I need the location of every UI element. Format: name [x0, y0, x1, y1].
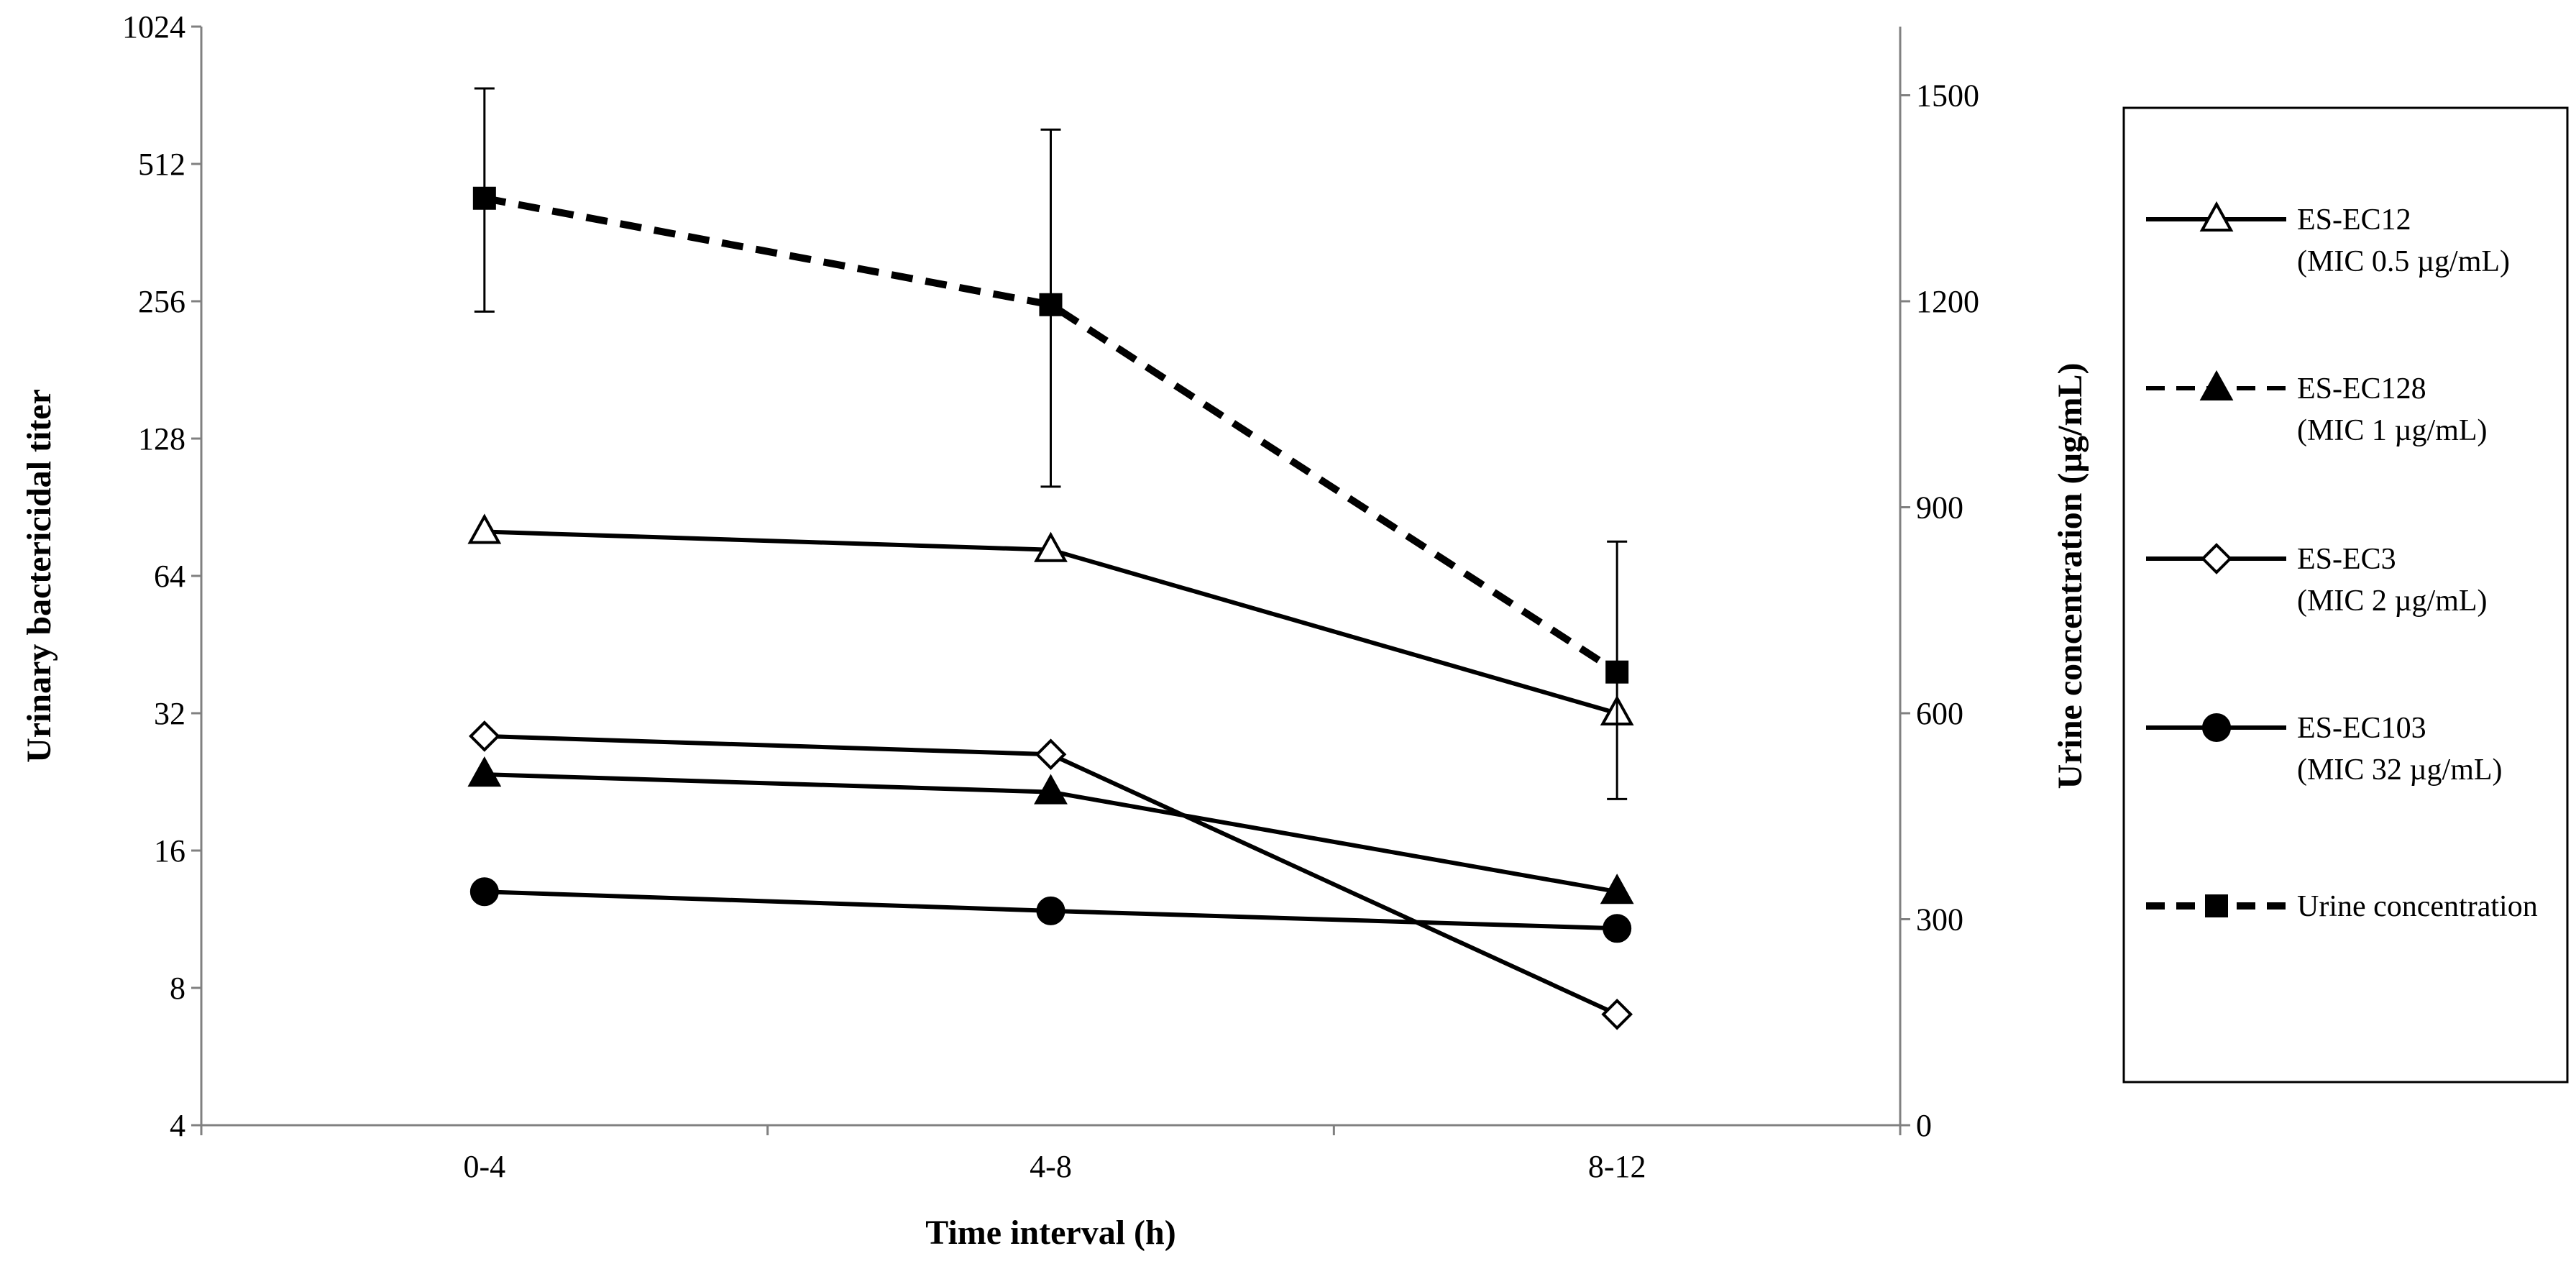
legend-label: ES-EC128	[2297, 372, 2426, 406]
data-point	[469, 877, 499, 907]
legend-label: ES-EC3	[2297, 543, 2396, 576]
series-urine-concentration	[472, 87, 1629, 800]
legend-label: Urine concentration	[2297, 890, 2538, 923]
y-left-tick-label: 16	[154, 833, 185, 869]
y-left-tick-label: 8	[170, 971, 185, 1006]
y-left-tick-label: 512	[138, 147, 185, 182]
x-tick-label: 8-12	[1588, 1149, 1646, 1184]
legend-entry-es-ec12: ES-EC12 (MIC 0.5 µg/mL)	[2146, 201, 2510, 278]
legend-marker	[2205, 894, 2228, 917]
y-right-tick-label: 1500	[1916, 78, 1979, 114]
legend-label: ES-EC12	[2297, 203, 2411, 237]
legend-entry-es-ec128: ES-EC128 (MIC 1 µg/mL)	[2146, 370, 2488, 447]
y-left-tick-label: 4	[170, 1108, 185, 1143]
legend: ES-EC12 (MIC 0.5 µg/mL) ES-EC128 (MIC 1 µg/…	[2122, 106, 2569, 1084]
data-point	[469, 720, 500, 752]
data-point	[1603, 914, 1632, 943]
data-point	[472, 186, 496, 210]
legend-marker	[2202, 713, 2231, 742]
y-right-tick-label: 1200	[1916, 284, 1979, 319]
series-line	[483, 194, 1619, 675]
series-es-ec128	[467, 756, 1634, 904]
y-axis-right-title: Urine concentration (µg/mL)	[2051, 363, 2089, 789]
y-left-tick-label: 128	[138, 421, 185, 457]
series-layer	[467, 87, 1634, 1030]
data-point	[1601, 998, 1633, 1030]
legend-marker	[2199, 201, 2234, 232]
legend-sublabel: (MIC 0.5 µg/mL)	[2297, 245, 2510, 278]
data-point	[467, 513, 502, 544]
y-left-tick-label: 32	[154, 696, 185, 731]
y-right-tick-label: 600	[1916, 696, 1963, 731]
y-left-tick-label: 64	[154, 559, 185, 594]
legend-label: ES-EC103	[2297, 712, 2426, 745]
data-point	[1035, 738, 1067, 771]
y-axis-left-title: Urinary bactericidal titer	[20, 389, 58, 763]
legend-sublabel: (MIC 2 µg/mL)	[2297, 585, 2488, 618]
series-es-ec103	[469, 877, 1632, 943]
axes-layer: 4 8 16 32 64 128 256 512 1024 0 300 600 900 1200 1500 0…	[20, 9, 2089, 1252]
legend-box	[2122, 106, 2569, 1084]
data-point	[1600, 874, 1634, 904]
y-right-tick-label: 300	[1916, 902, 1963, 938]
data-point	[1034, 531, 1068, 562]
data-point	[467, 756, 502, 787]
series-es-ec3	[469, 720, 1633, 1030]
series-es-ec12	[467, 513, 1634, 725]
data-point	[1036, 896, 1065, 925]
y-right-tick-label: 0	[1916, 1108, 1932, 1143]
legend-entry-urine-concentration: Urine concentration	[2146, 890, 2538, 923]
data-point	[1034, 774, 1068, 805]
y-left-tick-label: 1024	[122, 9, 185, 45]
x-axis-title: Time interval (h)	[925, 1214, 1175, 1252]
x-tick-label: 0-4	[464, 1149, 506, 1184]
legend-marker	[2201, 543, 2232, 574]
legend-sublabel: (MIC 32 µg/mL)	[2297, 753, 2503, 787]
y-right-tick-label: 900	[1916, 490, 1963, 526]
data-point	[1605, 660, 1629, 684]
x-tick-label: 4-8	[1030, 1149, 1072, 1184]
legend-sublabel: (MIC 1 µg/mL)	[2297, 414, 2488, 447]
legend-entry-es-ec103: ES-EC103 (MIC 32 µg/mL)	[2146, 712, 2503, 787]
legend-entry-es-ec3: ES-EC3 (MIC 2 µg/mL)	[2146, 543, 2488, 618]
data-point	[1039, 293, 1063, 316]
legend-marker	[2199, 370, 2234, 400]
y-left-tick-label: 256	[138, 284, 185, 319]
